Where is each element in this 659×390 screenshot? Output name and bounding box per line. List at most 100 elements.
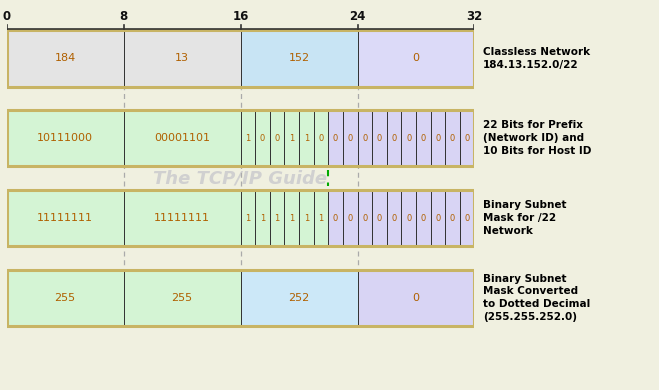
Text: 0: 0 [420, 214, 426, 223]
Bar [7, 270, 474, 326]
Text: 1: 1 [304, 214, 309, 223]
Bar [7, 190, 474, 246]
Bar [445, 110, 460, 167]
Bar [241, 190, 255, 246]
Text: 0: 0 [3, 10, 11, 23]
Text: 184: 184 [55, 53, 76, 64]
Text: 0: 0 [406, 134, 411, 143]
Text: 16: 16 [233, 10, 248, 23]
Bar [416, 110, 430, 167]
Bar [416, 190, 430, 246]
Text: 24: 24 [349, 10, 366, 23]
Bar [299, 190, 314, 246]
Bar [372, 110, 387, 167]
Text: 252: 252 [289, 293, 310, 303]
Text: Binary Subnet
Mask for /22
Network: Binary Subnet Mask for /22 Network [483, 200, 567, 236]
Bar [387, 190, 401, 246]
Text: 0: 0 [450, 214, 455, 223]
Bar [401, 110, 416, 167]
Bar [255, 110, 270, 167]
Bar [285, 110, 299, 167]
Bar [124, 190, 241, 246]
Text: 0: 0 [406, 214, 411, 223]
Text: 0: 0 [420, 134, 426, 143]
Bar [445, 190, 460, 246]
Bar [7, 110, 124, 167]
Text: 0: 0 [318, 134, 324, 143]
Text: 10111000: 10111000 [37, 133, 93, 143]
Bar [124, 30, 241, 87]
Bar [241, 110, 255, 167]
Text: 22 Bits for Prefix
(Network ID) and
10 Bits for Host ID: 22 Bits for Prefix (Network ID) and 10 B… [483, 121, 592, 156]
Text: 0: 0 [362, 214, 368, 223]
Bar [124, 110, 241, 167]
Bar [285, 190, 299, 246]
Bar [314, 190, 328, 246]
Bar [343, 190, 357, 246]
Bar [343, 110, 357, 167]
Bar [270, 190, 285, 246]
Text: Binary Subnet
Mask Converted
to Dotted Decimal
(255.255.252.0): Binary Subnet Mask Converted to Dotted D… [483, 274, 590, 322]
Text: 1: 1 [245, 214, 250, 223]
Bar [7, 190, 124, 246]
Bar [460, 110, 474, 167]
Bar [299, 110, 314, 167]
Bar [328, 190, 343, 246]
Text: 255: 255 [171, 293, 192, 303]
Text: 0: 0 [413, 293, 420, 303]
Text: 00001101: 00001101 [154, 133, 210, 143]
Bar [314, 110, 328, 167]
Text: 0: 0 [333, 134, 338, 143]
Text: 0: 0 [436, 214, 441, 223]
Bar [387, 110, 401, 167]
Bar [401, 190, 416, 246]
Text: 1: 1 [289, 134, 295, 143]
Text: 0: 0 [465, 134, 470, 143]
Text: 0: 0 [347, 134, 353, 143]
Text: 1: 1 [245, 134, 250, 143]
Bar [372, 190, 387, 246]
Bar [7, 30, 474, 87]
Text: 1: 1 [260, 214, 265, 223]
Bar [357, 270, 474, 326]
Text: 0: 0 [274, 134, 279, 143]
Text: 13: 13 [175, 53, 189, 64]
Bar [7, 270, 124, 326]
Text: The TCP/IP Guide: The TCP/IP Guide [154, 169, 328, 187]
Bar [270, 110, 285, 167]
Bar [460, 190, 474, 246]
Text: 152: 152 [289, 53, 310, 64]
Text: 8: 8 [119, 10, 128, 23]
Bar [241, 270, 357, 326]
Bar [357, 190, 372, 246]
Text: 1: 1 [289, 214, 295, 223]
Text: 0: 0 [391, 214, 397, 223]
Bar [430, 190, 445, 246]
Text: 1: 1 [304, 134, 309, 143]
Text: 0: 0 [347, 214, 353, 223]
Bar [357, 30, 474, 87]
Text: 11111111: 11111111 [154, 213, 210, 223]
Text: 0: 0 [413, 53, 420, 64]
Text: 255: 255 [55, 293, 76, 303]
Text: 0: 0 [377, 134, 382, 143]
Bar [7, 110, 474, 167]
Text: 0: 0 [450, 134, 455, 143]
Text: 32: 32 [467, 10, 482, 23]
Text: 1: 1 [318, 214, 324, 223]
Text: 0: 0 [377, 214, 382, 223]
Bar [357, 110, 372, 167]
Text: 11111111: 11111111 [37, 213, 93, 223]
Bar [328, 110, 343, 167]
Text: 0: 0 [362, 134, 368, 143]
Text: 0: 0 [333, 214, 338, 223]
Text: 0: 0 [465, 214, 470, 223]
Text: Classless Network
184.13.152.0/22: Classless Network 184.13.152.0/22 [483, 47, 590, 70]
Bar [430, 110, 445, 167]
Bar [241, 30, 357, 87]
Bar [255, 190, 270, 246]
Text: 0: 0 [391, 134, 397, 143]
Bar [7, 30, 124, 87]
Text: 0: 0 [260, 134, 265, 143]
Text: 0: 0 [436, 134, 441, 143]
